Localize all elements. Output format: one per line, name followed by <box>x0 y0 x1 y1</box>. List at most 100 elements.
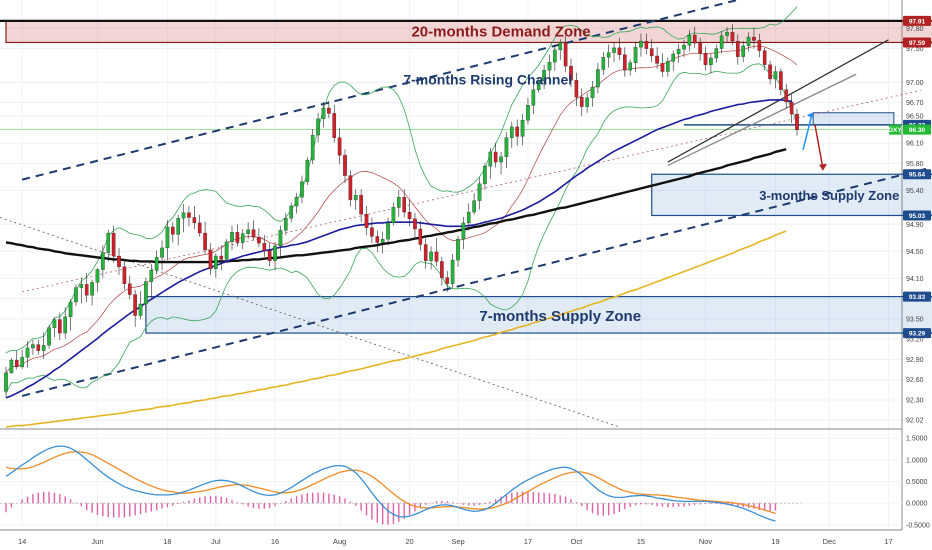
candle-body <box>41 345 46 351</box>
candle-body <box>370 227 374 237</box>
candle-body <box>547 61 552 71</box>
candle-body <box>736 40 740 57</box>
date-tick-label: 20 <box>405 537 413 546</box>
candle-body <box>84 284 89 296</box>
date-tick-label: Aug <box>333 537 346 546</box>
zone-label-2: 7-months Supply Zone <box>479 308 641 325</box>
candle-body <box>375 236 380 243</box>
price-tag-label: 97.59 <box>909 40 926 47</box>
candle-body <box>20 357 24 368</box>
price-tick-label: 92.30 <box>906 397 924 404</box>
price-tag <box>903 169 931 180</box>
candle-body <box>719 35 724 49</box>
price-tick-label: 94.10 <box>906 276 924 283</box>
candle-body <box>294 197 299 207</box>
candle-body <box>536 80 541 90</box>
price-tick-label: 92.02 <box>906 418 924 425</box>
candle-body <box>171 226 175 235</box>
date-tick-label: 17 <box>524 537 532 546</box>
macd-tick-label: 1.0000 <box>906 457 928 464</box>
candle-body <box>224 241 229 260</box>
candle-body <box>300 181 304 198</box>
price-tick-label: 96.10 <box>906 141 924 148</box>
candle-body <box>337 137 342 156</box>
bollinger-lower <box>5 63 798 394</box>
candle-body <box>445 277 450 284</box>
candle-body <box>520 120 525 137</box>
candle-body <box>730 32 735 42</box>
channel-median <box>22 90 921 293</box>
candle-body <box>31 344 35 349</box>
price-tick-label: 96.70 <box>906 100 924 107</box>
candle-body <box>666 61 670 72</box>
bollinger-upper <box>5 6 798 354</box>
candle-body <box>359 195 363 215</box>
price-tick-label: 96.50 <box>906 114 924 121</box>
candle-body <box>289 205 293 219</box>
candle-body <box>219 255 224 260</box>
candle-body <box>676 49 681 55</box>
candle-body <box>757 40 762 51</box>
candle-body <box>262 243 267 251</box>
candle-body <box>450 259 455 284</box>
candle-body <box>407 211 412 220</box>
date-tick-label: Jun <box>91 537 103 546</box>
candle-body <box>149 270 154 282</box>
moving-average-0 <box>5 148 787 264</box>
candle-body <box>181 212 186 219</box>
candle-body <box>768 64 772 80</box>
zone-1 <box>651 173 932 217</box>
candle-body <box>364 213 369 228</box>
candle-body <box>25 347 30 358</box>
candle-body <box>348 175 353 201</box>
candle-body <box>58 319 62 334</box>
date-tick-label: Jul <box>211 537 221 546</box>
candle-body <box>606 52 611 58</box>
price-tag-label: 93.29 <box>909 331 926 338</box>
candle-body <box>558 42 563 51</box>
candle-body <box>327 107 331 114</box>
wedge-lower <box>667 73 857 167</box>
price-tick-label: 97.00 <box>906 80 924 87</box>
candle-body <box>203 232 207 251</box>
candle-body <box>418 228 423 245</box>
rising-channel <box>0 0 932 428</box>
candle-body <box>466 211 471 224</box>
candle-body <box>746 36 751 46</box>
candle-body <box>160 247 164 258</box>
arrow-up-line <box>802 117 812 151</box>
price-tag <box>903 328 931 339</box>
date-tick-label: Sep <box>451 537 464 546</box>
candle-body <box>90 282 94 296</box>
candle-body <box>230 232 234 242</box>
candle-body <box>504 137 509 157</box>
price-tag <box>903 15 931 26</box>
price-tag-label: 95.03 <box>909 213 926 220</box>
price-tag <box>903 291 931 302</box>
zone-labels: 20-months Demand Zone 3-months Supply Zon… <box>403 24 899 325</box>
candle-body <box>14 359 19 368</box>
price-tag <box>903 210 931 221</box>
bollinger-bands <box>5 6 798 394</box>
candle-body <box>795 113 799 130</box>
candle-body <box>472 200 476 213</box>
candle-body <box>122 266 127 284</box>
candle-body <box>214 255 218 270</box>
candle-body <box>725 32 729 36</box>
price-tag-label: 97.91 <box>909 18 926 25</box>
candle-body <box>380 238 385 243</box>
candle-body <box>671 53 676 62</box>
candle-body <box>423 244 428 261</box>
zone-label-1: 3-months Supply Zone <box>759 188 899 203</box>
candle-body <box>353 195 358 201</box>
arrow-up-head <box>807 112 813 119</box>
macd-tick-label: -0.5000 <box>906 522 930 529</box>
candle-body <box>305 159 310 182</box>
candle-body <box>267 250 272 261</box>
candle-body <box>4 372 8 392</box>
candle-body <box>402 197 406 213</box>
candle-body <box>429 251 433 261</box>
candle-body <box>197 222 202 234</box>
candle-body <box>590 86 595 99</box>
